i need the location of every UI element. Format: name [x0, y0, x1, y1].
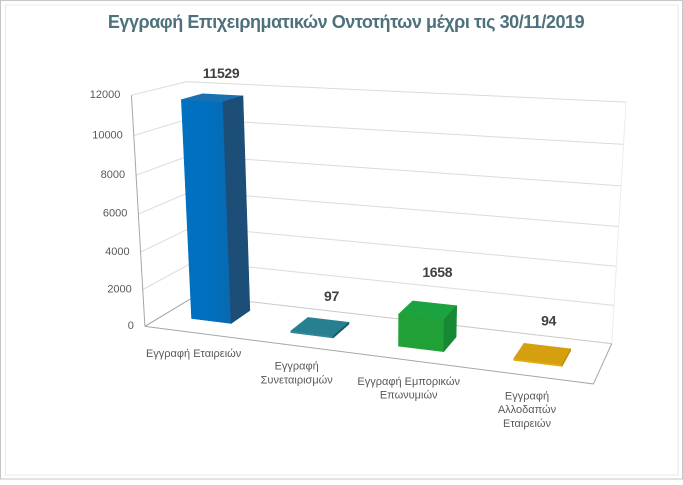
- svg-text:Εταιρειών: Εταιρειών: [503, 418, 552, 430]
- svg-text:2000: 2000: [107, 283, 131, 295]
- svg-text:6000: 6000: [103, 208, 127, 220]
- svg-text:Συνεταιρισμών: Συνεταιρισμών: [261, 374, 334, 386]
- svg-text:4000: 4000: [105, 246, 129, 258]
- svg-text:11529: 11529: [203, 65, 240, 81]
- svg-text:Εγγραφή Εταιρειών: Εγγραφή Εταιρειών: [146, 348, 242, 360]
- svg-text:Εγγραφή: Εγγραφή: [275, 361, 319, 373]
- svg-text:97: 97: [324, 288, 339, 304]
- svg-text:Εγγραφή Επιχειρηματικών Οντοτή: Εγγραφή Επιχειρηματικών Οντοτήτων μέχρι …: [108, 12, 585, 32]
- svg-text:Εγγραφή Εμπορικών: Εγγραφή Εμπορικών: [357, 376, 460, 388]
- svg-text:Επωνυμιών: Επωνυμιών: [380, 390, 438, 402]
- svg-text:8000: 8000: [101, 169, 125, 181]
- svg-text:10000: 10000: [92, 129, 123, 141]
- svg-text:1658: 1658: [422, 264, 452, 280]
- svg-text:94: 94: [541, 312, 556, 328]
- svg-text:Αλλοδαπών: Αλλοδαπών: [498, 404, 557, 416]
- svg-text:0: 0: [128, 320, 134, 332]
- svg-text:12000: 12000: [90, 89, 121, 101]
- svg-text:Εγγραφή: Εγγραφή: [505, 390, 549, 402]
